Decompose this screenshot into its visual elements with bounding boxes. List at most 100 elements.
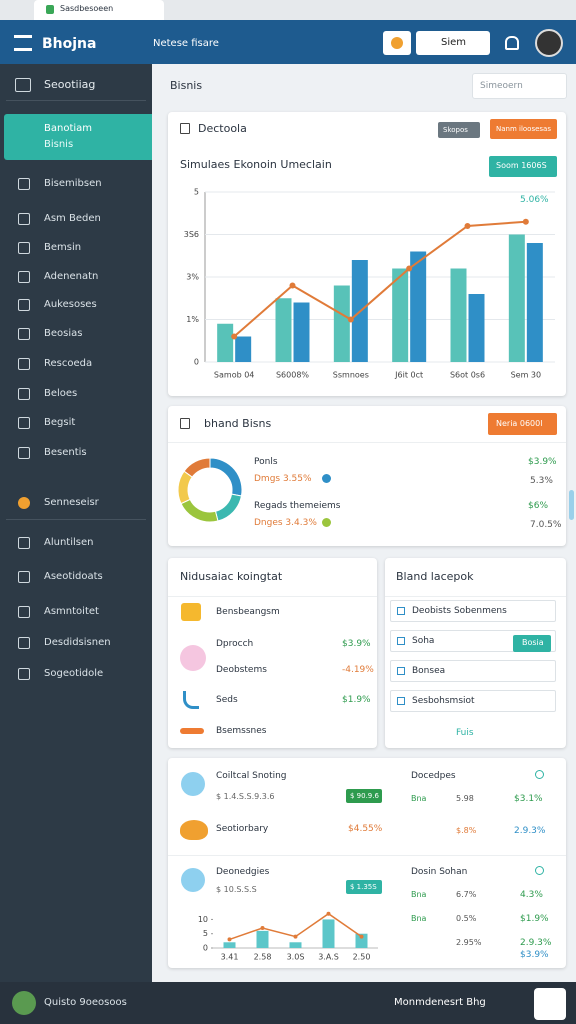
sidebar-icon — [18, 417, 30, 429]
sidebar-title: Seootiiag — [44, 78, 96, 91]
legend-sub: Dnges 3.4.3% — [254, 518, 317, 528]
sidebar-icon — [18, 271, 30, 283]
bottom-row: Seotiorbary — [216, 824, 269, 834]
card-button[interactable] — [490, 119, 557, 139]
sidebar-icon — [18, 497, 30, 509]
legend-label: Regads themeiems — [254, 501, 341, 511]
sidebar-divider — [6, 100, 146, 101]
chart-button-label: Soom 1606S — [496, 161, 547, 170]
kpi-label: Seds — [216, 695, 238, 705]
sidebar-item[interactable]: Desdidsisnen — [44, 637, 111, 648]
card-button-label: Skopos — [443, 126, 468, 134]
list-item: Sesbohsmsiot — [412, 696, 475, 706]
list-item: Deobists Sobenmens — [412, 606, 507, 616]
sidebar-icon — [18, 178, 30, 190]
sidebar-icon — [18, 299, 30, 311]
sidebar-item[interactable]: Bemsin — [44, 242, 82, 253]
list-row[interactable] — [390, 660, 556, 682]
sidebar — [0, 64, 152, 982]
bottom-icon — [181, 772, 205, 796]
bottom-title: Dosin Sohan — [411, 867, 468, 877]
badge — [346, 789, 382, 803]
sidebar-icon — [18, 606, 30, 618]
search-button[interactable] — [416, 31, 490, 55]
sidebar-item[interactable]: Aseotidoats — [44, 571, 103, 582]
sidebar-active-1: Banotiam — [44, 123, 93, 134]
browser-tab[interactable] — [34, 0, 164, 20]
cell: 6.7% — [456, 890, 477, 899]
cell: Bna — [411, 914, 427, 923]
list-row[interactable] — [390, 600, 556, 622]
sidebar-active[interactable] — [4, 114, 152, 160]
legend-dot — [322, 518, 331, 527]
sidebar-item[interactable]: Senneseisr — [44, 497, 99, 508]
legend-value: $6% — [528, 501, 549, 511]
sidebar-divider — [6, 519, 146, 520]
sidebar-item[interactable]: Sogeotidole — [44, 668, 104, 679]
main-search[interactable] — [472, 73, 567, 99]
badge-label: $ 90.9.6 — [350, 792, 379, 800]
scrollbar[interactable] — [569, 490, 574, 520]
cell: 2.95% — [456, 938, 482, 947]
badge — [346, 880, 382, 894]
sidebar-icon — [18, 358, 30, 370]
sidebar-item[interactable]: Asm Beden — [44, 213, 101, 224]
sidebar-icon — [18, 447, 30, 459]
footer-app-button[interactable] — [534, 988, 566, 1020]
list-item: Soha — [412, 636, 435, 646]
list-row[interactable] — [390, 690, 556, 712]
sidebar-item[interactable]: Beloes — [44, 388, 78, 399]
cell: Bna — [411, 794, 427, 803]
sidebar-item[interactable]: Besentis — [44, 447, 87, 458]
divider — [385, 596, 566, 597]
bell-icon[interactable] — [505, 36, 519, 50]
list-item: Bonsea — [412, 666, 446, 676]
logo-icon — [14, 35, 32, 51]
card-icon — [180, 123, 190, 134]
cell: 5.98 — [456, 794, 474, 803]
bottom-icon — [181, 868, 205, 892]
sidebar-item[interactable]: Bisemibsen — [44, 178, 102, 189]
sidebar-item[interactable]: Beosias — [44, 328, 83, 339]
footer-left: Quisto 9oeosoos — [44, 997, 127, 1008]
bottom-icon — [180, 820, 208, 840]
card-button[interactable] — [488, 413, 557, 435]
sidebar-icon — [18, 537, 30, 549]
sidebar-item[interactable]: Rescoeda — [44, 358, 93, 369]
card-button[interactable] — [438, 122, 480, 138]
kpi-label: Dprocch — [216, 639, 254, 649]
chart-card-title: Dectoola — [198, 122, 247, 135]
badge-label: $ 1.35S — [350, 883, 377, 891]
search-label: Siem — [441, 37, 467, 48]
sidebar-item[interactable]: Adenenatn — [44, 271, 99, 282]
list-icon — [397, 667, 405, 675]
cell: 0.5% — [456, 914, 477, 923]
kpi-value: $3.9% — [342, 639, 371, 649]
bottom-title: Docedpes — [411, 771, 456, 781]
kpi-value: -4.19% — [342, 665, 374, 675]
list-row[interactable] — [390, 630, 556, 652]
list-button[interactable] — [513, 635, 551, 652]
status-dot — [535, 866, 544, 875]
sidebar-icon — [18, 571, 30, 583]
sidebar-icon — [18, 637, 30, 649]
chart-button[interactable] — [489, 156, 557, 177]
list-icon — [397, 607, 405, 615]
sidebar-item[interactable]: Asmntoitet — [44, 606, 99, 617]
status-dot — [535, 770, 544, 779]
sidebar-item[interactable]: Aukesoses — [44, 299, 97, 310]
bottom-total: $3.9% — [520, 950, 549, 960]
divider — [168, 442, 566, 443]
footer-avatar — [12, 991, 36, 1015]
bottom-line: $ 1.4.S.S.9.3.6 — [216, 792, 275, 801]
bottom-title: Coiltcal Snoting — [216, 771, 287, 781]
footer — [0, 982, 576, 1024]
cell: $3.1% — [514, 794, 543, 804]
sidebar-item[interactable]: Begsit — [44, 417, 76, 428]
legend-value: $3.9% — [528, 457, 557, 467]
sidebar-item[interactable]: Aluntilsen — [44, 537, 94, 548]
avatar[interactable] — [535, 29, 563, 57]
list-icon — [397, 637, 405, 645]
sidebar-icon — [18, 242, 30, 254]
